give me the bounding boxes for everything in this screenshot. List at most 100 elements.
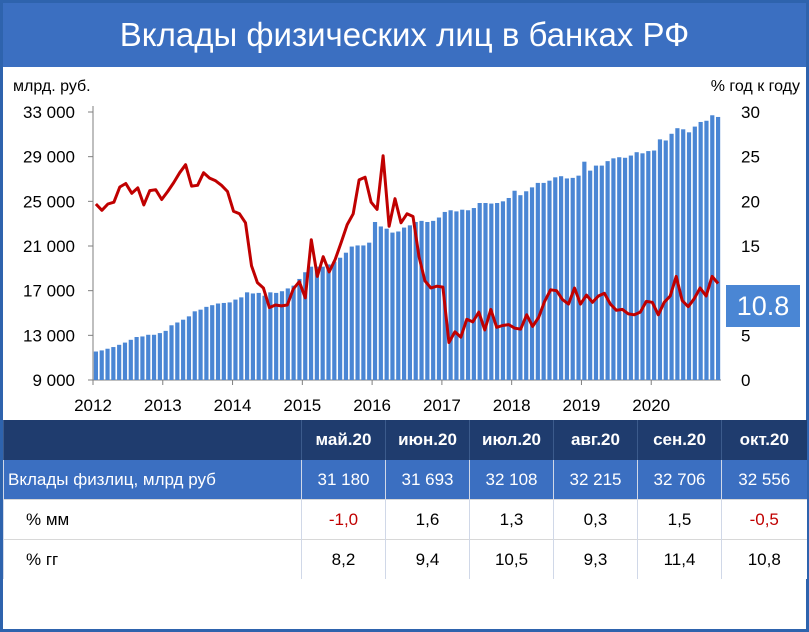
table-cell: 10,5 — [469, 539, 554, 579]
deposit-bar — [692, 126, 697, 380]
deposit-bar — [622, 157, 628, 380]
deposit-bar — [210, 305, 215, 380]
deposit-bar — [181, 319, 186, 380]
deposit-bar — [244, 292, 250, 380]
deposit-bar — [605, 161, 610, 380]
x-tick-label: 2019 — [563, 396, 601, 415]
deposit-bar — [175, 322, 180, 380]
deposit-bar — [512, 190, 517, 380]
deposit-bar — [355, 245, 360, 380]
deposit-bar — [483, 203, 488, 380]
deposit-bar — [454, 211, 459, 380]
deposit-bar — [146, 334, 151, 380]
deposit-bar — [657, 139, 663, 380]
deposit-bar — [117, 344, 122, 380]
deposit-bar — [558, 176, 564, 380]
deposit-bar — [593, 165, 599, 380]
deposit-bar — [151, 334, 157, 380]
deposit-bar — [384, 228, 389, 380]
table-cell: 10,8 — [721, 539, 807, 579]
table-header-row: май.20 июн.20 июл.20 авг.20 сен.20 окт.2… — [3, 420, 807, 460]
table-cell: 31 693 — [385, 460, 470, 500]
deposit-bar — [297, 278, 302, 380]
right-tick-label: 15 — [741, 237, 760, 256]
table-row-deposits: Вклады физлиц, млрд руб 31 180 31 693 32… — [3, 460, 807, 500]
deposit-bar — [553, 177, 558, 380]
row-label: % гг — [3, 539, 302, 579]
deposit-bar — [634, 152, 639, 380]
deposit-bar — [111, 347, 116, 380]
deposit-bar — [204, 306, 209, 380]
left-tick-label: 9 000 — [32, 371, 75, 390]
deposit-bar — [518, 195, 523, 380]
right-axis-label: % год к году — [711, 78, 800, 95]
deposit-bar — [256, 292, 261, 380]
deposit-bar — [576, 175, 581, 380]
deposits-chart: млрд. руб. % год к году 9 000 13 000 17 00… — [13, 78, 800, 415]
table-header-cell: сен.20 — [637, 420, 722, 460]
deposit-bar — [686, 132, 692, 380]
deposit-bar — [500, 201, 506, 380]
deposit-bar — [198, 309, 203, 380]
deposit-bar — [407, 225, 413, 380]
table-header-cell: июн.20 — [385, 420, 470, 460]
deposit-bar — [652, 150, 657, 380]
deposit-bar — [669, 133, 674, 380]
deposit-bar — [268, 292, 273, 380]
x-tick-label: 2016 — [353, 396, 391, 415]
deposit-bar — [547, 180, 552, 380]
table-cell: -1,0 — [301, 499, 386, 540]
deposit-bar — [419, 220, 424, 380]
deposit-bar — [541, 182, 546, 380]
deposit-bar — [401, 227, 407, 380]
row-label: Вклады физлиц, млрд руб — [3, 460, 302, 500]
table-header-cell: авг.20 — [553, 420, 638, 460]
x-tick-label: 2020 — [632, 396, 670, 415]
table-header-cell: июл.20 — [469, 420, 554, 460]
table-cell: 0,3 — [553, 499, 638, 540]
deposit-bar — [663, 140, 668, 380]
deposit-bar — [570, 177, 575, 380]
deposit-bar — [262, 295, 267, 380]
right-tick-label: 25 — [741, 148, 760, 167]
deposit-bar — [588, 170, 593, 380]
table-cell: 1,5 — [637, 499, 722, 540]
deposit-bar — [431, 220, 436, 380]
deposit-bar — [617, 157, 622, 380]
deposit-bar — [646, 151, 651, 380]
x-tick-label: 2017 — [423, 396, 461, 415]
deposit-bar — [308, 266, 314, 380]
deposit-bar — [611, 158, 616, 380]
deposit-bar — [460, 209, 465, 380]
deposit-bar — [140, 336, 145, 380]
table-row-yoy: % гг 8,2 9,4 10,5 9,3 11,4 10,8 — [3, 539, 807, 579]
deposit-bar — [640, 153, 645, 380]
deposit-bar — [105, 348, 110, 380]
deposit-bar — [221, 302, 226, 380]
deposit-bar — [192, 311, 197, 380]
deposit-bar — [413, 221, 418, 380]
deposit-bar — [471, 208, 476, 380]
deposit-bar — [710, 115, 715, 380]
row-label: % мм — [3, 499, 302, 540]
deposit-bar — [303, 272, 308, 380]
table-cell: 9,3 — [553, 539, 638, 579]
table-header-cell — [3, 420, 302, 460]
deposit-bar — [285, 288, 290, 380]
table-header-cell: окт.20 — [721, 420, 807, 460]
table-cell: 1,3 — [469, 499, 554, 540]
deposit-bar — [122, 342, 128, 380]
left-tick-label: 17 000 — [23, 282, 75, 301]
table-cell: -0,5 — [721, 499, 807, 540]
deposit-bar — [465, 210, 471, 380]
deposit-bar — [99, 350, 104, 380]
table-cell: 9,4 — [385, 539, 470, 579]
right-tick-label: 0 — [741, 371, 750, 390]
deposit-bar — [495, 203, 500, 380]
deposit-bar — [489, 203, 494, 380]
deposit-bar — [279, 291, 285, 380]
deposit-bar — [378, 226, 383, 380]
deposit-bar — [535, 182, 540, 380]
deposit-bar — [314, 266, 319, 380]
